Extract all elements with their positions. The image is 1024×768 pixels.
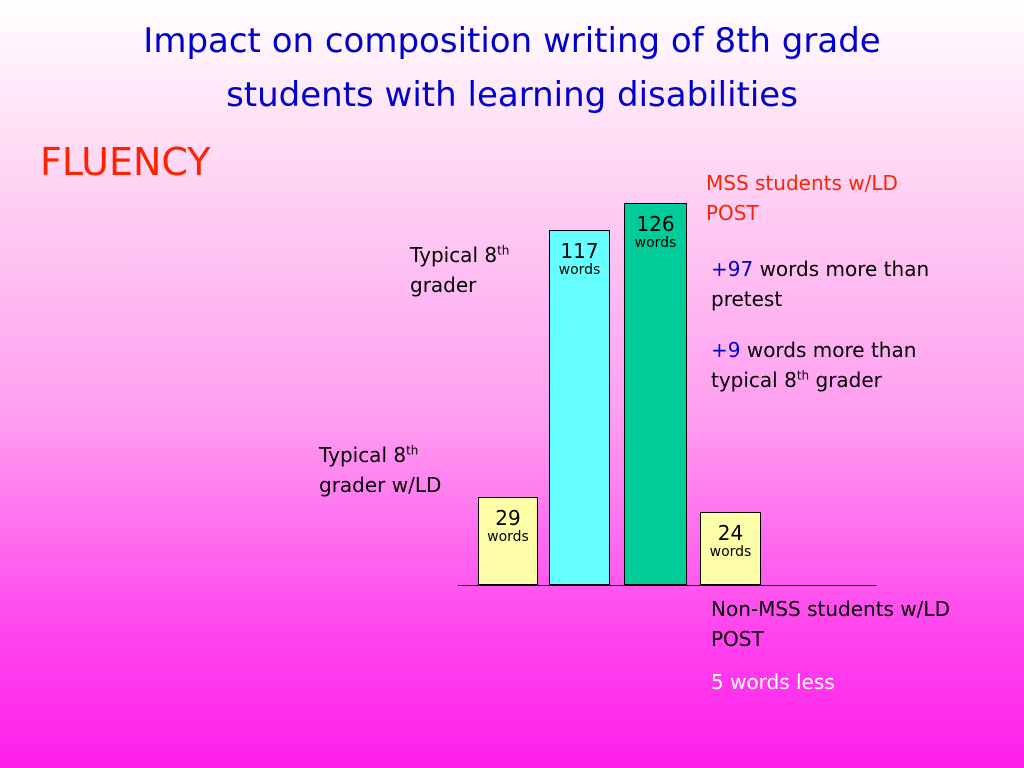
bar-typical-grader-ld (478, 497, 538, 585)
note-pretest: +97 words more than pretest (711, 254, 929, 314)
label-typical-th: th (497, 243, 510, 258)
label-typical-grader: Typical 8th grader (410, 240, 509, 300)
note-pretest-text: words more than (753, 257, 930, 281)
bar-nonmss-post (700, 512, 761, 585)
label-mss-line-2: POST (706, 201, 759, 225)
bar-value-label: 117 words (545, 240, 614, 278)
section-heading: FLUENCY (40, 140, 211, 184)
label-mss-post: MSS students w/LD POST (706, 168, 898, 228)
label-mss-line-1: MSS students w/LD (706, 171, 898, 195)
note-typical-prefix: typical 8 (711, 368, 797, 392)
label-typical-ld-text: grader w/LD (319, 473, 442, 497)
label-nonmss-line-2: POST (711, 627, 764, 651)
bar-value-label: 126 words (620, 213, 691, 251)
label-nonmss-post: Non-MSS students w/LD POST (711, 594, 950, 654)
bar-unit: words (709, 544, 752, 560)
bar-mss-post (624, 203, 687, 585)
title-line-2: students with learning disabilities (226, 75, 798, 115)
x-axis-line (458, 585, 876, 586)
bar-unit: words (487, 529, 529, 545)
bar-value-label: 29 words (474, 507, 542, 545)
bar-value: 126 (636, 212, 675, 236)
bar-value-label: 24 words (696, 522, 765, 560)
note-words-less: 5 words less (711, 670, 835, 694)
bar-value: 29 (495, 506, 521, 530)
label-typical-ld-th: th (406, 443, 419, 458)
bar-typical-grader (549, 230, 610, 585)
note-typical-text: words more than (740, 338, 917, 362)
label-typical-grader-text: grader (410, 273, 477, 297)
label-typical-prefix: Typical 8 (410, 243, 498, 267)
label-typical-grader-ld: Typical 8th grader w/LD (319, 440, 441, 500)
bar-unit: words (558, 262, 601, 278)
note-typical-th: th (796, 368, 810, 383)
note-pretest-line-2: pretest (711, 287, 783, 311)
bar-unit: words (634, 235, 677, 251)
note-typical: +9 words more than typical 8th grader (711, 335, 916, 395)
note-pretest-value: +97 (711, 257, 754, 281)
bar-value: 24 (717, 521, 744, 545)
label-typical-ld-prefix: Typical 8 (319, 443, 407, 467)
chart-title: Impact on composition writing of 8th gra… (0, 14, 1024, 122)
title-line-1: Impact on composition writing of 8th gra… (143, 21, 881, 61)
note-typical-suffix: grader (809, 368, 882, 392)
bar-value: 117 (560, 239, 599, 263)
note-typical-value: +9 (711, 338, 741, 362)
label-nonmss-line-1: Non-MSS students w/LD (711, 597, 950, 621)
